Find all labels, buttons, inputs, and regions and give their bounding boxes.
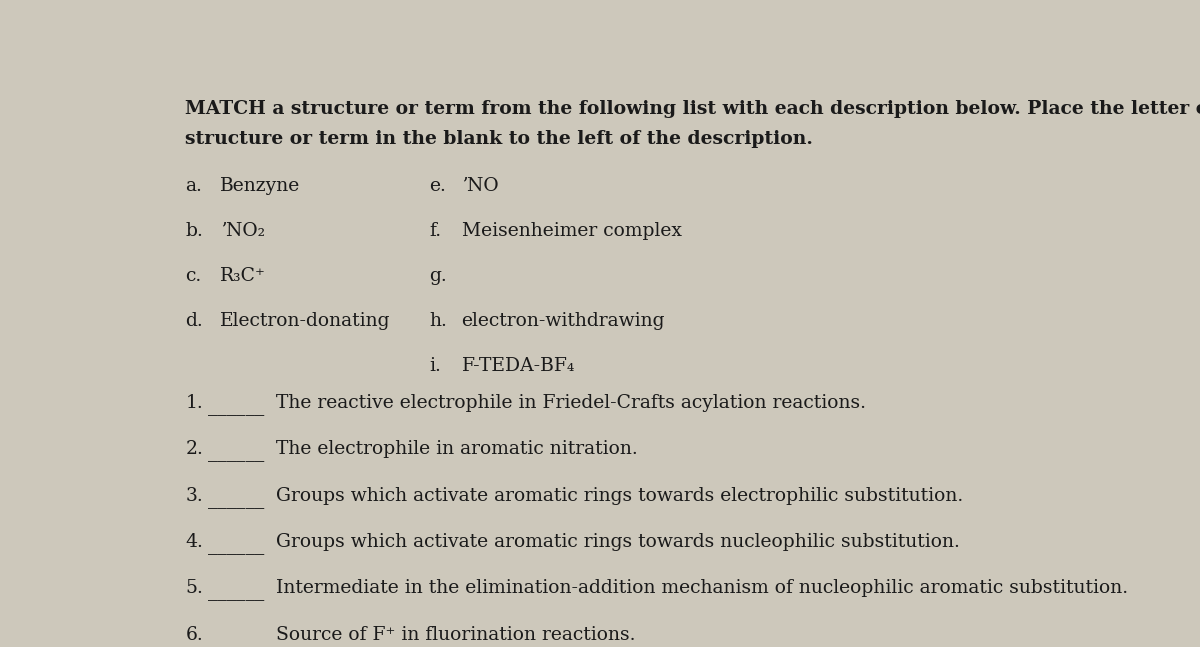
Text: Source of F⁺ in fluorination reactions.: Source of F⁺ in fluorination reactions. (276, 626, 635, 644)
Text: i.: i. (430, 356, 440, 375)
Text: 5.: 5. (185, 579, 203, 597)
Text: 4.: 4. (185, 533, 203, 551)
Text: Benzyne: Benzyne (220, 177, 300, 195)
Text: ʼNO: ʼNO (462, 177, 499, 195)
Text: ʼNO₂: ʼNO₂ (220, 222, 265, 240)
Text: 1.: 1. (185, 394, 203, 412)
Text: ______: ______ (208, 630, 264, 647)
Text: f.: f. (430, 222, 442, 240)
Text: Electron-donating: Electron-donating (220, 312, 390, 330)
Text: d.: d. (185, 312, 203, 330)
Text: The electrophile in aromatic nitration.: The electrophile in aromatic nitration. (276, 441, 637, 458)
Text: R₃C⁺: R₃C⁺ (220, 267, 265, 285)
Text: F-TEDA-BF₄: F-TEDA-BF₄ (462, 356, 575, 375)
Text: The reactive electrophile in Friedel-Crafts acylation reactions.: The reactive electrophile in Friedel-Cra… (276, 394, 865, 412)
Text: c.: c. (185, 267, 202, 285)
Text: ______: ______ (208, 490, 264, 509)
Text: h.: h. (430, 312, 446, 330)
Text: 6.: 6. (185, 626, 203, 644)
Text: 2.: 2. (185, 441, 203, 458)
Text: b.: b. (185, 222, 203, 240)
Text: ______: ______ (208, 398, 264, 416)
Text: structure or term in the blank to the left of the description.: structure or term in the blank to the le… (185, 130, 814, 148)
Text: e.: e. (430, 177, 446, 195)
Text: ______: ______ (208, 537, 264, 555)
Text: g.: g. (430, 267, 446, 285)
Text: Meisenheimer complex: Meisenheimer complex (462, 222, 682, 240)
Text: Intermediate in the elimination-addition mechanism of nucleophilic aromatic subs: Intermediate in the elimination-addition… (276, 579, 1128, 597)
Text: ______: ______ (208, 584, 264, 601)
Text: a.: a. (185, 177, 203, 195)
Text: MATCH a structure or term from the following list with each description below. P: MATCH a structure or term from the follo… (185, 100, 1200, 118)
Text: Groups which activate aromatic rings towards electrophilic substitution.: Groups which activate aromatic rings tow… (276, 487, 962, 505)
Text: electron-withdrawing: electron-withdrawing (462, 312, 665, 330)
Text: ______: ______ (208, 444, 264, 463)
Text: 3.: 3. (185, 487, 203, 505)
Text: Groups which activate aromatic rings towards nucleophilic substitution.: Groups which activate aromatic rings tow… (276, 533, 960, 551)
